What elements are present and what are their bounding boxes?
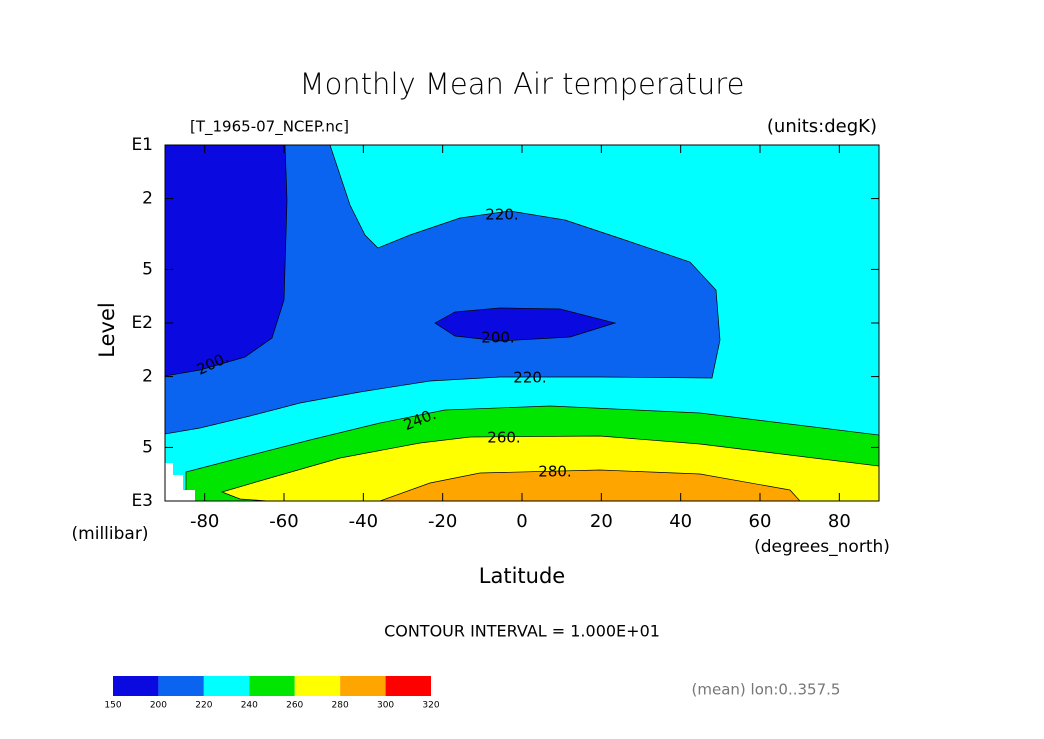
x-unit-label: (degrees_north): [754, 537, 890, 557]
x-tick-label: -40: [349, 511, 378, 532]
x-tick-label: -80: [190, 511, 219, 532]
colorbar-label: 240: [241, 701, 258, 711]
x-tick-label: 20: [590, 511, 613, 532]
colorbar-label: 280: [332, 701, 349, 711]
colorbar-label: 200: [150, 701, 167, 711]
x-tick-label: 40: [669, 511, 692, 532]
missing-data: [165, 463, 195, 501]
contour-label: 280.: [538, 463, 571, 481]
x-tick-label: -60: [269, 511, 298, 532]
colorbar-box: [294, 676, 341, 696]
x-axis-title: Latitude: [479, 564, 565, 588]
y-tick-label: E1: [131, 135, 153, 155]
colorbar-box: [158, 676, 204, 696]
y-tick-label: 2: [142, 367, 153, 387]
colorbar-box: [113, 676, 159, 696]
contour-label: 260.: [487, 429, 520, 447]
x-tick-label: 60: [749, 511, 772, 532]
contour-label: 200.: [481, 329, 514, 347]
colorbar-label: 320: [422, 701, 439, 711]
y-tick-label: 2: [142, 189, 153, 209]
y-tick-label: E2: [131, 313, 153, 333]
contour-band: [379, 469, 801, 502]
x-tick-label: 0: [516, 511, 527, 532]
colorbar-box: [340, 676, 386, 696]
colorbar-box: [249, 676, 295, 696]
footer: (mean) lon:0..357.5: [692, 681, 841, 699]
source-label: [T_1965-07_NCEP.nc]: [190, 118, 349, 137]
contour-band: [434, 307, 617, 342]
y-unit-label: (millibar): [72, 524, 149, 544]
colorbar-label: 260: [286, 701, 303, 711]
x-tick-label: 80: [828, 511, 851, 532]
colorbar-label: 300: [377, 701, 394, 711]
contour-label: 220.: [485, 206, 518, 224]
contour-interval: CONTOUR INTERVAL = 1.000E+01: [384, 622, 660, 641]
contour-band: [164, 144, 288, 377]
contour-band: [164, 144, 721, 435]
x-tick-label: -20: [428, 511, 457, 532]
units-label: (units:degK): [767, 116, 877, 137]
colorbar-box: [385, 676, 431, 696]
y-tick-label: E3: [131, 491, 153, 511]
contour-label: 220.: [513, 369, 546, 387]
colorbar-box: [203, 676, 250, 696]
y-tick-label: 5: [142, 259, 153, 279]
y-axis-title: Level: [95, 302, 119, 357]
y-tick-label: 5: [142, 437, 153, 457]
colorbar-label: 150: [104, 701, 121, 711]
chart-title: Monthly Mean Air temperature: [300, 67, 745, 101]
colorbar-label: 220: [195, 701, 212, 711]
